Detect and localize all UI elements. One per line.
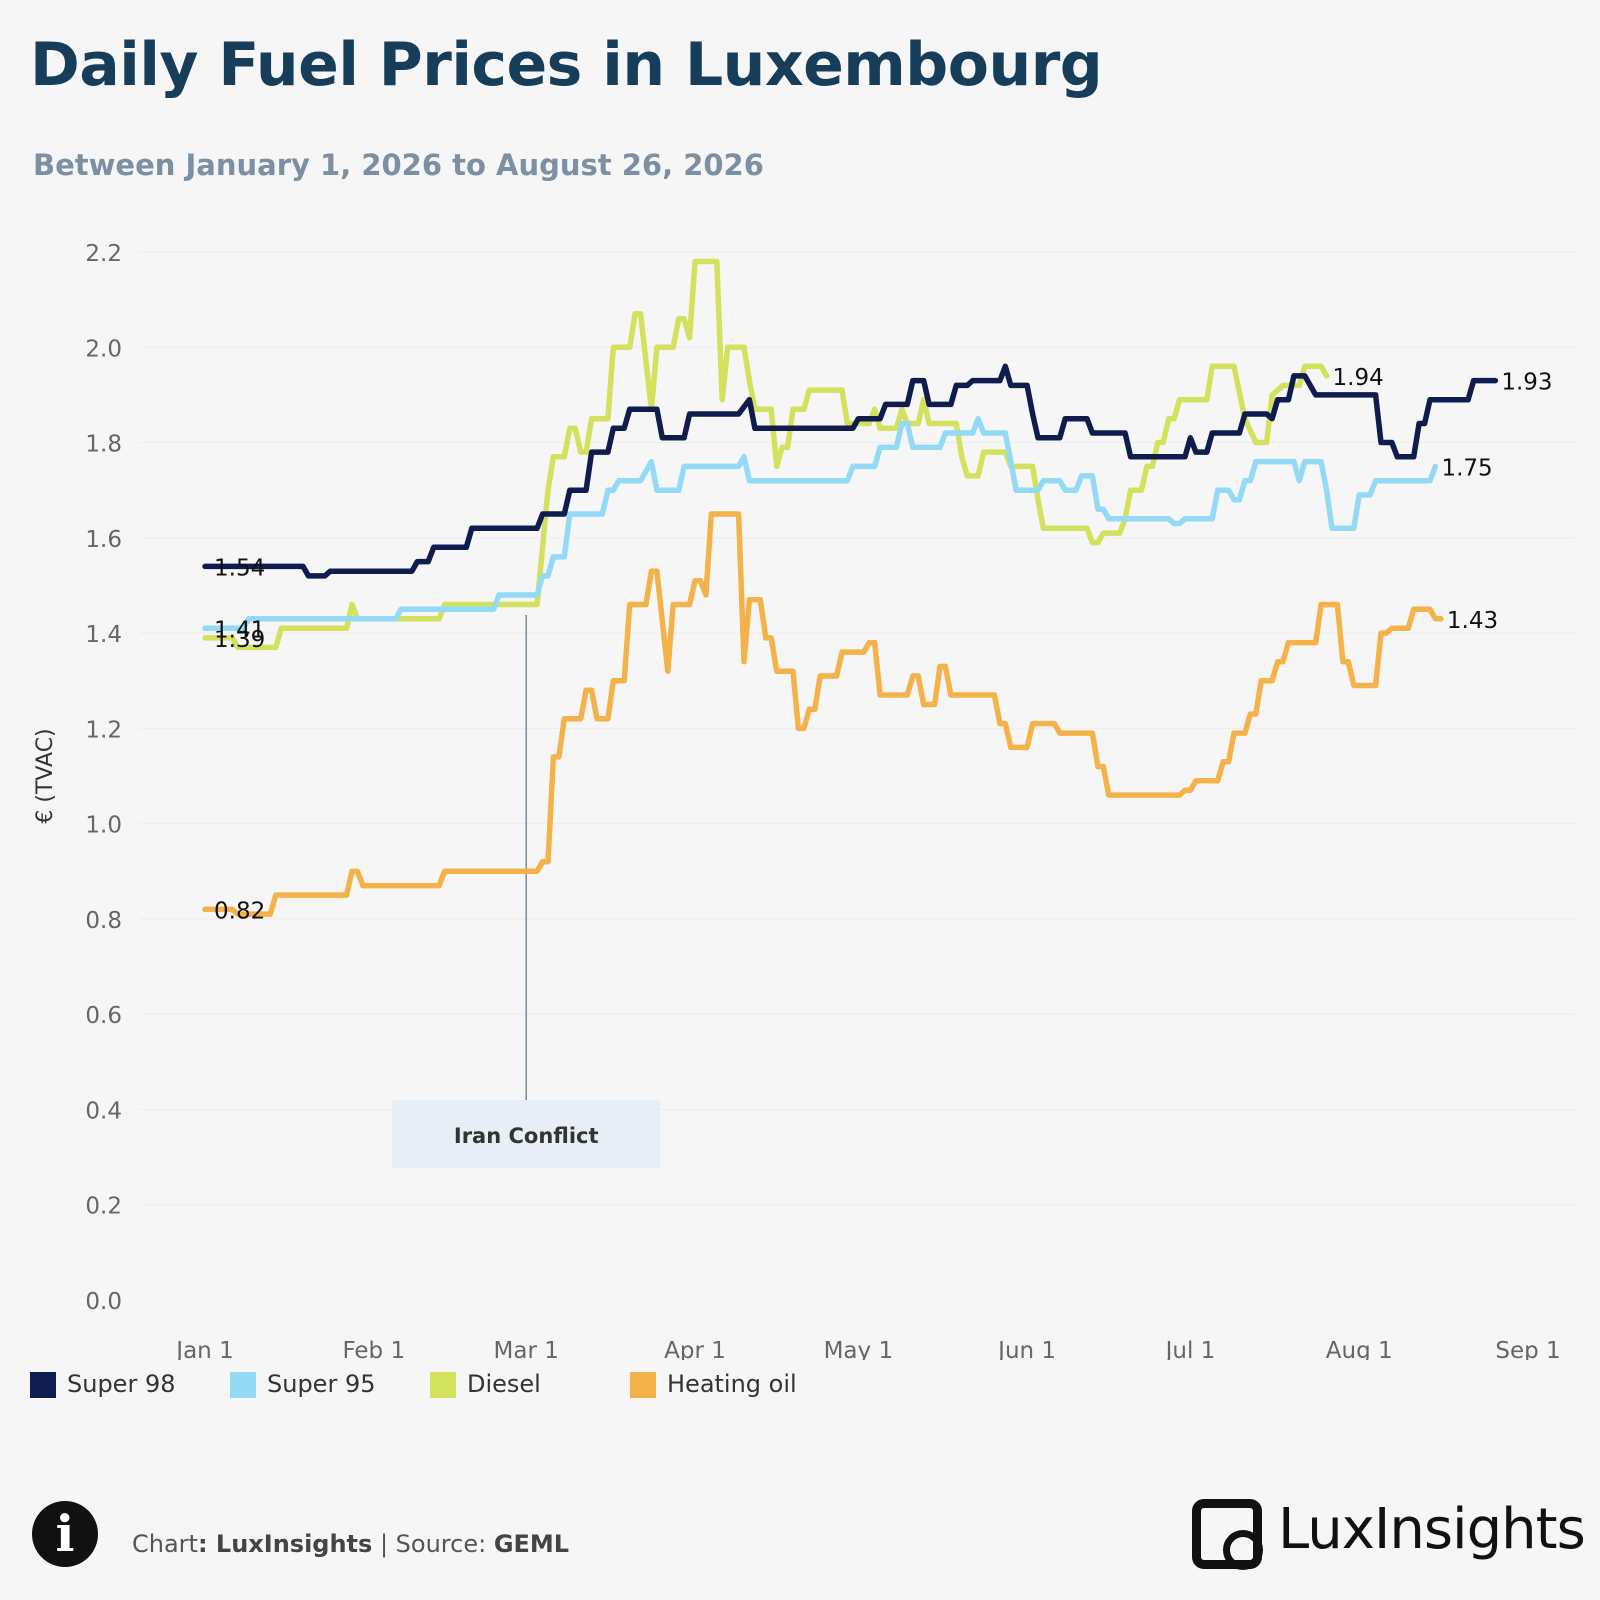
logo-dot	[1223, 1530, 1263, 1570]
credit-source-prefix: Source:	[395, 1530, 494, 1558]
legend-swatch	[230, 1372, 256, 1398]
chart-subtitle: Between January 1, 2026 to August 26, 20…	[33, 148, 764, 182]
line-chart: 0.0 0.2 0.4 0.6 0.8 1.0 1.2 1.4 1.6 1.8 2.0 2.2 € (T…	[33, 241, 1561, 1360]
y-axis-label: € (TVAC)	[33, 728, 58, 823]
legend-label: Super 98	[67, 1370, 176, 1398]
chart-credit: Chart: LuxInsights | Source: GEML	[132, 1530, 569, 1558]
legend-swatch	[30, 1372, 56, 1398]
start-value-label: 1.41	[214, 617, 265, 643]
y-tick-label: 1.4	[85, 622, 122, 648]
y-tick-label: 1.6	[85, 527, 122, 553]
logo-mark-icon	[1192, 1499, 1263, 1570]
annotation-label: Iran Conflict	[454, 1124, 599, 1148]
y-tick-label: 0.8	[85, 908, 122, 934]
y-tick-label: 0.6	[85, 1003, 122, 1029]
x-tick-label: Sep 1	[1495, 1338, 1560, 1360]
y-tick-label: 1.8	[85, 432, 122, 458]
info-icon[interactable]: i	[32, 1501, 98, 1567]
end-value-label: 1.75	[1441, 455, 1492, 481]
start-value-label: 1.39	[214, 627, 265, 653]
luxinsights-logo: LuxInsights	[1192, 1497, 1586, 1570]
x-tick-label: Jun 1	[996, 1338, 1056, 1360]
series-line-super-95	[202, 415, 1439, 632]
end-value-label: 1.43	[1447, 608, 1498, 634]
chart-title: Daily Fuel Prices in Luxembourg	[30, 30, 1103, 100]
x-tick-label: Jul 1	[1164, 1338, 1216, 1360]
x-tick-label: Aug 1	[1326, 1338, 1393, 1360]
y-tick-label: 1.2	[85, 717, 122, 743]
credit-author: : LuxInsights	[197, 1530, 373, 1558]
y-tick-label: 2.2	[85, 241, 122, 267]
x-tick-label: May 1	[824, 1338, 894, 1360]
y-tick-label: 0.2	[85, 1194, 122, 1220]
series-line-heating-oil	[202, 511, 1444, 917]
y-tick-label: 0.4	[85, 1098, 122, 1124]
credit-separator: |	[372, 1530, 396, 1558]
y-tick-label: 0.0	[85, 1289, 122, 1315]
logo-text: LuxInsights	[1278, 1497, 1586, 1562]
legend-label: Heating oil	[667, 1370, 797, 1398]
start-value-label: 0.82	[214, 898, 265, 924]
x-tick-label: Mar 1	[494, 1338, 559, 1360]
legend-swatch	[430, 1372, 456, 1398]
credit-chart-prefix: Chart	[132, 1530, 198, 1558]
legend-label: Diesel	[467, 1370, 541, 1398]
annotation-box	[392, 1100, 661, 1168]
y-tick-label: 1.0	[85, 813, 122, 839]
credit-source: GEML	[493, 1530, 570, 1558]
x-tick-label: Feb 1	[342, 1338, 405, 1360]
series-line-super-98	[202, 363, 1499, 579]
x-tick-label: Jan 1	[174, 1338, 233, 1360]
end-value-label: 1.94	[1333, 365, 1384, 391]
end-value-label: 1.93	[1501, 370, 1552, 396]
start-value-label: 1.54	[214, 555, 265, 581]
legend-label: Super 95	[267, 1370, 376, 1398]
chart-legend: Super 98 Super 95 Diesel Heating oil	[30, 1370, 890, 1402]
y-tick-label: 2.0	[85, 336, 122, 362]
x-tick-label: Apr 1	[664, 1338, 726, 1360]
legend-swatch	[630, 1372, 656, 1398]
